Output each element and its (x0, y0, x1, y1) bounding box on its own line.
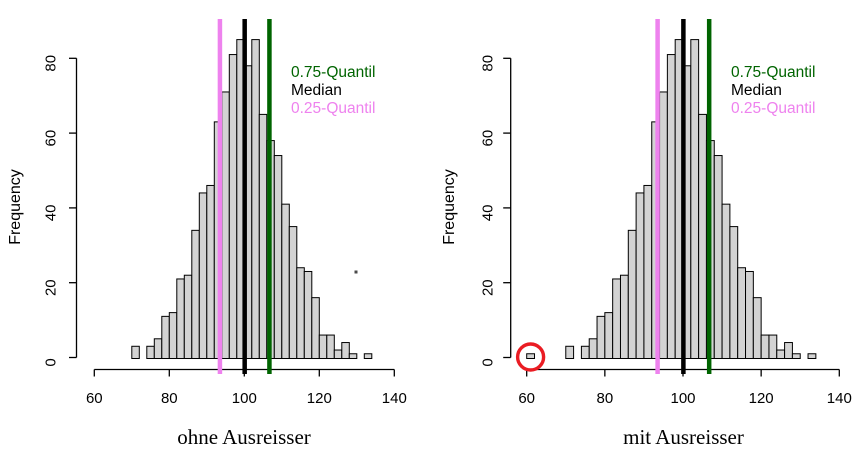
histogram-bar (131, 345, 140, 359)
outlier-circle (515, 342, 546, 372)
histogram-bar (698, 113, 707, 360)
histogram-bar (326, 334, 335, 359)
y-axis-label-right: Frequency (441, 169, 458, 245)
histogram-bar (604, 312, 614, 359)
histogram-bar (273, 155, 283, 359)
x-axis-tick-label: 80 (161, 390, 178, 407)
histogram-bar (659, 91, 668, 360)
histogram-bar (161, 315, 170, 359)
histogram-bar (153, 338, 163, 359)
x-axis-tick-label: 140 (382, 390, 407, 407)
histogram-bar (666, 54, 676, 360)
histogram-bar (288, 226, 298, 359)
histogram-bar (776, 349, 786, 359)
legend-item-median: Median (291, 82, 342, 99)
x-axis-label-left: ohne Ausreisser (177, 425, 311, 449)
histogram-bar (318, 334, 328, 359)
histogram-bar (198, 192, 208, 359)
histogram-bar (183, 274, 193, 359)
histogram-bar (146, 345, 155, 359)
stray-mark (354, 270, 358, 274)
histogram-bar (251, 39, 260, 359)
histogram-bar (612, 278, 621, 359)
histogram-bar (745, 270, 754, 360)
y-axis-tick-label: 80 (43, 55, 60, 72)
legend-item-q25: 0.25-Quantil (291, 100, 376, 117)
histogram-bar (565, 345, 575, 359)
histogram-bar (258, 113, 268, 360)
y-axis-tick-label: 20 (480, 279, 497, 296)
x-axis-label-right: mit Ausreisser (623, 425, 744, 449)
histogram-bar (588, 338, 598, 359)
histogram-bar (191, 229, 200, 359)
histogram-bar (303, 270, 313, 360)
x-axis-tick-label: 100 (232, 390, 257, 407)
y-axis-tick-label: 20 (43, 279, 60, 296)
legend-right: 0.75-Quantil Median 0.25-Quantil (731, 64, 815, 118)
histogram-bar (206, 184, 215, 359)
legend-item-q75: 0.75-Quantil (291, 64, 376, 81)
histogram-bar (296, 267, 305, 359)
histogram-bar (807, 353, 817, 360)
histogram-bar (363, 353, 373, 360)
x-axis-tick-label: 120 (307, 390, 332, 407)
histogram-bar (311, 297, 320, 360)
histogram-bar (713, 155, 723, 359)
histogram-bar (760, 334, 770, 359)
histogram-bar (627, 229, 637, 359)
legend-item-median: Median (731, 82, 782, 99)
histogram-bar (228, 54, 238, 360)
x-axis-tick-label: 120 (749, 390, 774, 407)
y-axis-tick-label: 40 (43, 205, 60, 222)
x-axis-tick-label: 60 (518, 390, 535, 407)
histogram-bar (580, 345, 590, 359)
histogram-bar (721, 203, 731, 359)
histogram-bar (690, 39, 700, 359)
y-axis-tick-label: 60 (43, 130, 60, 147)
x-axis-tick-label: 60 (86, 390, 103, 407)
histogram-bar (768, 334, 778, 359)
histogram-bar (752, 297, 762, 360)
legend-item-q25: 0.25-Quantil (731, 100, 816, 117)
histogram-bar (341, 342, 350, 360)
y-axis-tick-label: 60 (480, 130, 497, 147)
histogram-bar (176, 278, 185, 359)
histogram-bar (596, 315, 606, 359)
x-axis-tick-label: 100 (670, 390, 695, 407)
y-axis-label-left: Frequency (7, 169, 24, 245)
histogram-bar (348, 353, 358, 360)
histogram-bar (619, 274, 629, 359)
histogram-bar (526, 353, 536, 360)
histogram-bar (643, 184, 653, 359)
x-axis-tick-label: 140 (827, 390, 852, 407)
y-axis-tick-label: 40 (480, 205, 497, 222)
histogram-bar (737, 267, 747, 359)
histogram-bar (784, 342, 793, 360)
histogram-bar (791, 353, 801, 360)
histogram-bar (333, 349, 343, 359)
y-axis-tick-label: 80 (480, 55, 497, 72)
legend-item-q75: 0.75-Quantil (731, 64, 816, 81)
histogram-bar (221, 91, 230, 360)
y-axis-tick-label: 0 (480, 358, 497, 366)
y-axis-tick-label: 0 (43, 358, 60, 366)
histogram-bar (729, 226, 739, 359)
histogram-bar (635, 192, 645, 359)
histogram-bar (281, 203, 290, 359)
legend-left: 0.75-Quantil Median 0.25-Quantil (291, 64, 375, 118)
histogram-bar (168, 312, 178, 359)
x-axis-tick-label: 80 (597, 390, 614, 407)
